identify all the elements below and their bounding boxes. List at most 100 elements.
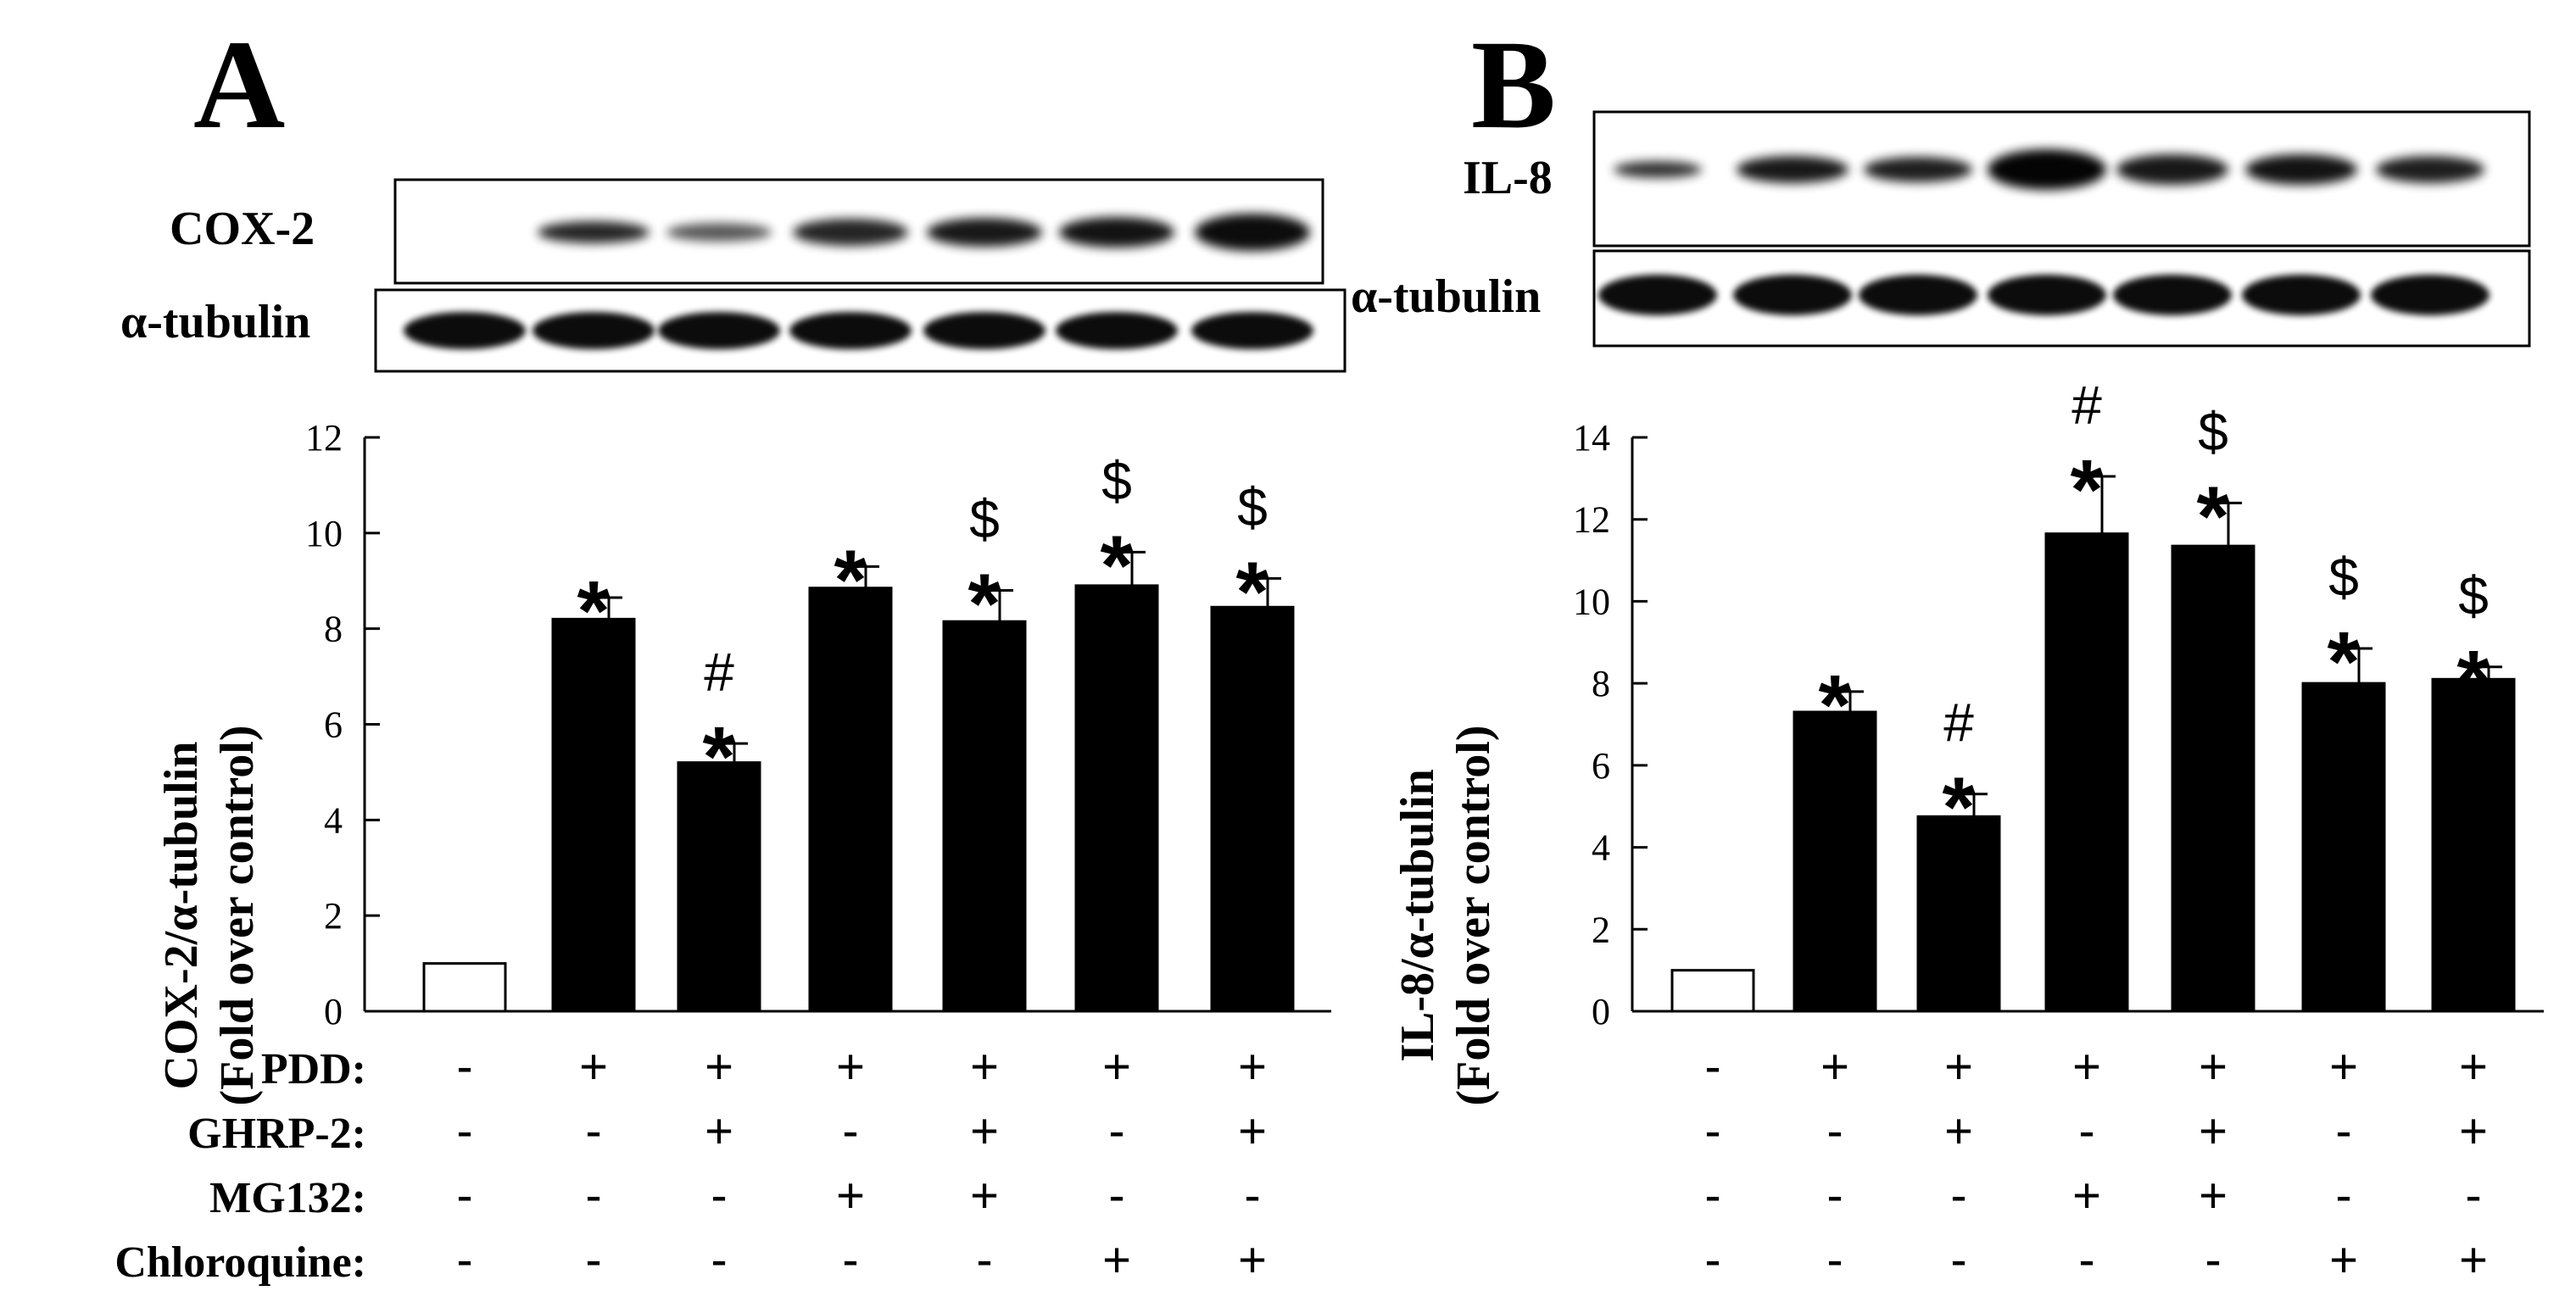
panel-b-bar-4: [2044, 532, 2129, 1013]
panel-a-tubulin-band-6: [1056, 312, 1178, 349]
panel-a-bar-7: [1210, 605, 1295, 1013]
panel-b-il8-band-5: [2116, 154, 2228, 185]
panel-b-condition-plus: +: [2072, 1039, 2101, 1094]
panel-b-y-tick-label: 12: [1573, 499, 1610, 541]
panel-a-condition-plus: +: [970, 1168, 999, 1223]
panel-b-condition-minus: -: [1704, 1168, 1720, 1223]
panel-b-condition-minus: -: [2465, 1168, 2481, 1223]
panel-b-il8-band-1: [1614, 161, 1702, 178]
panel-a-condition-plus: +: [705, 1104, 733, 1159]
panel-b-condition-plus: +: [2329, 1232, 2358, 1288]
panel-a-condition-minus: -: [456, 1168, 472, 1223]
panel-b-bar-7: [2431, 677, 2516, 1013]
panel-a-bar-4: [808, 587, 893, 1013]
panel-a-condition-minus: -: [711, 1168, 727, 1223]
panel-a-condition-minus: -: [585, 1104, 601, 1159]
panel-a-significance-asterisk-5: *: [968, 557, 1001, 652]
panel-b-tubulin-band-1: [1598, 275, 1717, 315]
panel-b-il8-band-6: [2245, 154, 2357, 185]
panel-b-il8-band-2: [1737, 156, 1848, 183]
panel-a-tubulin-band-7: [1191, 312, 1313, 349]
panel-b-significance-dollar-6: $: [2328, 547, 2359, 608]
panel-a-condition-plus: +: [1238, 1232, 1267, 1288]
panel-a-significance-asterisk-6: *: [1101, 518, 1134, 613]
panel-a-y-tick-label: 12: [305, 417, 343, 459]
panel-b-significance-hash-3: #: [1943, 693, 1974, 754]
condition-label-pdd: PDD:: [261, 1045, 366, 1093]
condition-label-ghrp2: GHRP-2:: [187, 1110, 366, 1158]
panel-b-significance-dollar-7: $: [2458, 565, 2489, 626]
panel-b-condition-plus: +: [2459, 1232, 2488, 1288]
panel-b-condition-plus: +: [2199, 1039, 2228, 1094]
panel-b-significance-asterisk-7: *: [2457, 633, 2490, 728]
panel-b-y-tick-label: 10: [1573, 581, 1610, 622]
panel-b-y-tick-label: 2: [1592, 909, 1610, 950]
panel-b-y-tick-label: 6: [1592, 745, 1610, 787]
panel-b-target-label: IL-8: [1463, 152, 1553, 204]
panel-b-il8-band-7: [2376, 156, 2484, 183]
panel-b-significance-asterisk-5: *: [2197, 469, 2230, 564]
panel-a-condition-minus: -: [711, 1232, 727, 1288]
panel-a-tubulin-band-4: [789, 312, 912, 349]
panel-a-letter: A: [193, 14, 285, 155]
panel-b-tubulin-band-3: [1859, 275, 1977, 315]
panel-b-y-tick-label: 8: [1592, 663, 1610, 704]
panel-a-western-blot: COX-2 α-tubulin: [120, 178, 1347, 373]
panel-a-tubulin-band-5: [923, 312, 1045, 349]
panel-b-loading-bands: [1598, 275, 2490, 315]
panel-a-cox2-band-5: [1059, 217, 1174, 248]
panel-b-significance-asterisk-4: *: [2071, 442, 2104, 537]
panel-b-significance-asterisk-3: *: [1943, 760, 1976, 855]
panel-a-significance-dollar-6: $: [1101, 450, 1132, 511]
panel-b-y-tick-label: 0: [1592, 991, 1610, 1032]
panel-a-condition-plus: +: [579, 1039, 608, 1094]
panel-a-tubulin-band-3: [658, 312, 780, 349]
panel-b-target-bands: [1614, 149, 2484, 190]
panel-b-tubulin-band-7: [2371, 275, 2490, 315]
panel-a-bar-6: [1074, 584, 1159, 1013]
panel-b-significance-asterisk-2: *: [1819, 658, 1852, 753]
panel-a-bar-5: [942, 620, 1027, 1013]
panel-b-tubulin-band-5: [2113, 275, 2232, 315]
panel-b-bar-2: [1793, 710, 1877, 1013]
panel-a-loading-label: α-tubulin: [120, 296, 310, 348]
panel-b-significance-hash-4: #: [2071, 375, 2102, 436]
panel-a-cox2-band-3: [793, 219, 908, 246]
panel-a-condition-plus: +: [970, 1039, 999, 1094]
panel-a-target-bands: [538, 214, 1310, 251]
panel-b-condition-plus: +: [1944, 1039, 1973, 1094]
panel-b-tubulin-band-4: [1988, 275, 2106, 315]
panel-b-y-tick-label: 14: [1573, 417, 1610, 459]
panel-b-condition-table: - + + + + + + - - + - + - + - - - + + - - - - - - - + +: [1704, 1039, 2488, 1288]
panel-a-cox2-band-6: [1195, 214, 1310, 251]
panel-a-significance-asterisk-3: *: [703, 709, 736, 804]
panel-a-significance-asterisk-4: *: [834, 532, 867, 627]
panel-a-condition-minus: -: [842, 1104, 858, 1159]
panel-a-target-label: COX-2: [170, 203, 315, 255]
panel-a-significance-hash-3: #: [704, 642, 734, 703]
panel-b-condition-minus: -: [1704, 1104, 1720, 1159]
panel-b-condition-minus: -: [1950, 1232, 1966, 1288]
panel-a-y-axis-title-line1: COX-2/α-tubulin: [155, 742, 208, 1090]
panel-b-condition-minus: -: [1704, 1039, 1720, 1094]
panel-b-tubulin-band-2: [1733, 275, 1852, 315]
panel-a-loading-bands: [404, 312, 1313, 349]
panel-a-condition-minus: -: [456, 1232, 472, 1288]
panel-b-condition-minus: -: [2205, 1232, 2221, 1288]
panel-b-condition-plus: +: [2329, 1039, 2358, 1094]
panel-a-condition-minus: -: [1244, 1168, 1260, 1223]
panel-b-condition-minus: -: [2078, 1104, 2094, 1159]
panel-a-condition-plus: +: [836, 1039, 865, 1094]
panel-a-condition-symbols: - + + + + + + - - + - + - + - - - + + - - - - - - - + +: [456, 1039, 1267, 1288]
panel-a-y-tick-label: 0: [324, 991, 343, 1032]
panel-b-bar-1: [1670, 969, 1755, 1013]
panel-b-condition-symbols: - + + + + + + - - + - + - + - - - + + - - - - - - - + +: [1704, 1039, 2488, 1288]
panel-a-significance-asterisk-7: *: [1236, 544, 1269, 639]
panel-a-bar-chart: COX-2/α-tubulin (Fold over control) 0 2 4 6…: [155, 417, 1331, 1105]
panel-b-significance-asterisk-6: *: [2328, 615, 2361, 709]
panel-a-condition-minus: -: [456, 1104, 472, 1159]
panel-b-y-axis-title-line1: IL-8/α-tubulin: [1391, 769, 1444, 1062]
condition-label-chloroquine: Chloroquine:: [114, 1238, 366, 1287]
